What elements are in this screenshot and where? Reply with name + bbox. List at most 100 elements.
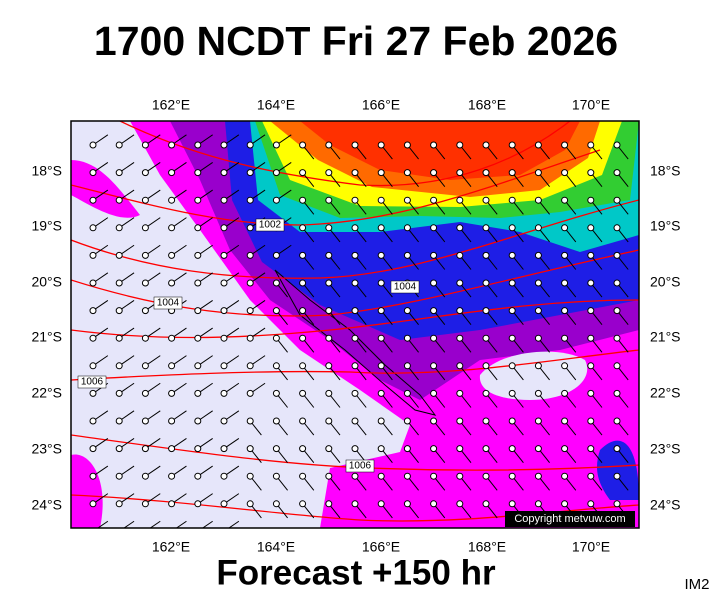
wind-station xyxy=(272,445,280,453)
wind-station xyxy=(430,169,438,177)
wind-station xyxy=(115,389,123,397)
wind-station xyxy=(587,500,595,508)
wind-station xyxy=(616,527,618,528)
wind-station xyxy=(403,417,411,425)
lon-label: 168°E xyxy=(468,97,506,113)
wind-station xyxy=(377,362,385,370)
wind-station xyxy=(194,362,202,370)
wind-station xyxy=(589,527,592,528)
wind-station xyxy=(587,417,595,425)
wind-station xyxy=(640,418,646,424)
wind-station xyxy=(587,169,595,177)
wind-station xyxy=(89,307,97,315)
wind-station xyxy=(220,334,228,342)
wind-station xyxy=(118,527,121,528)
wind-station xyxy=(377,472,385,480)
wind-station xyxy=(613,445,621,453)
wind-station xyxy=(377,196,385,204)
wind-station xyxy=(220,279,228,287)
wind-station xyxy=(482,500,490,508)
isobar-label-box xyxy=(255,218,285,232)
wind-station xyxy=(299,307,307,315)
wind-station xyxy=(141,251,149,259)
wind-station xyxy=(587,196,595,204)
wind-station xyxy=(196,527,199,528)
lon-label: 166°E xyxy=(362,97,400,113)
wind-barb xyxy=(149,520,161,528)
wind-station xyxy=(482,334,490,342)
lon-label: 162°E xyxy=(152,97,190,113)
wind-station xyxy=(115,279,123,287)
wind-station xyxy=(537,527,540,528)
wind-barb xyxy=(175,520,187,528)
wind-station xyxy=(430,334,438,342)
wind-station xyxy=(299,196,307,204)
wind-station xyxy=(168,445,176,453)
wind-station xyxy=(377,307,385,315)
wind-station xyxy=(458,527,461,528)
wind-station xyxy=(115,141,123,149)
wind-station xyxy=(220,445,228,453)
wind-station xyxy=(587,472,595,480)
wind-station xyxy=(534,362,542,370)
wind-station xyxy=(351,417,359,425)
wind-station xyxy=(272,334,280,342)
wind-station xyxy=(141,472,149,480)
wind-station xyxy=(299,279,307,287)
wind-station xyxy=(403,196,411,204)
wind-station xyxy=(115,417,123,425)
wind-station xyxy=(89,500,97,508)
wind-station xyxy=(640,390,646,396)
wind-station xyxy=(325,472,333,480)
wind-station xyxy=(92,527,94,528)
wind-station xyxy=(482,279,490,287)
wind-station xyxy=(377,445,385,453)
wind-station xyxy=(299,362,307,370)
wind-station xyxy=(141,445,149,453)
wind-station xyxy=(299,251,307,259)
wind-station xyxy=(377,389,385,397)
wind-station xyxy=(115,472,123,480)
wind-station xyxy=(430,472,438,480)
wind-station xyxy=(403,251,411,259)
wind-station xyxy=(613,362,621,370)
copyright-box xyxy=(505,511,635,527)
wind-station xyxy=(534,389,542,397)
wind-station xyxy=(482,362,490,370)
wind-station xyxy=(406,527,409,528)
wind-station xyxy=(456,389,464,397)
wind-station xyxy=(89,445,97,453)
wind-station xyxy=(89,141,97,149)
wind-station xyxy=(299,169,307,177)
wind-station xyxy=(351,500,359,508)
wind-station xyxy=(141,279,149,287)
wind-barb xyxy=(512,531,523,545)
wind-station xyxy=(377,500,385,508)
wind-station xyxy=(141,307,149,315)
wind-station xyxy=(456,196,464,204)
wind-station xyxy=(587,224,595,232)
wind-station xyxy=(220,196,228,204)
wind-station xyxy=(325,141,333,149)
wind-barb xyxy=(643,476,654,490)
wind-station xyxy=(351,251,359,259)
wind-station xyxy=(587,307,595,315)
wind-station xyxy=(534,141,542,149)
wind-station xyxy=(534,196,542,204)
wind-station xyxy=(351,169,359,177)
wind-station xyxy=(640,142,646,148)
wind-station xyxy=(508,141,516,149)
wind-station xyxy=(351,362,359,370)
lat-label: 22°S xyxy=(650,385,681,401)
wind-station xyxy=(640,280,646,286)
wind-station xyxy=(613,334,621,342)
lat-label: 21°S xyxy=(650,329,681,345)
wind-station xyxy=(246,445,254,453)
wind-station xyxy=(534,279,542,287)
wind-station xyxy=(168,224,176,232)
wind-station xyxy=(351,307,359,315)
wind-station xyxy=(430,417,438,425)
wind-station xyxy=(640,473,646,479)
wind-station xyxy=(561,251,569,259)
title: 1700 NCDT Fri 27 Feb 2026 xyxy=(94,18,618,64)
